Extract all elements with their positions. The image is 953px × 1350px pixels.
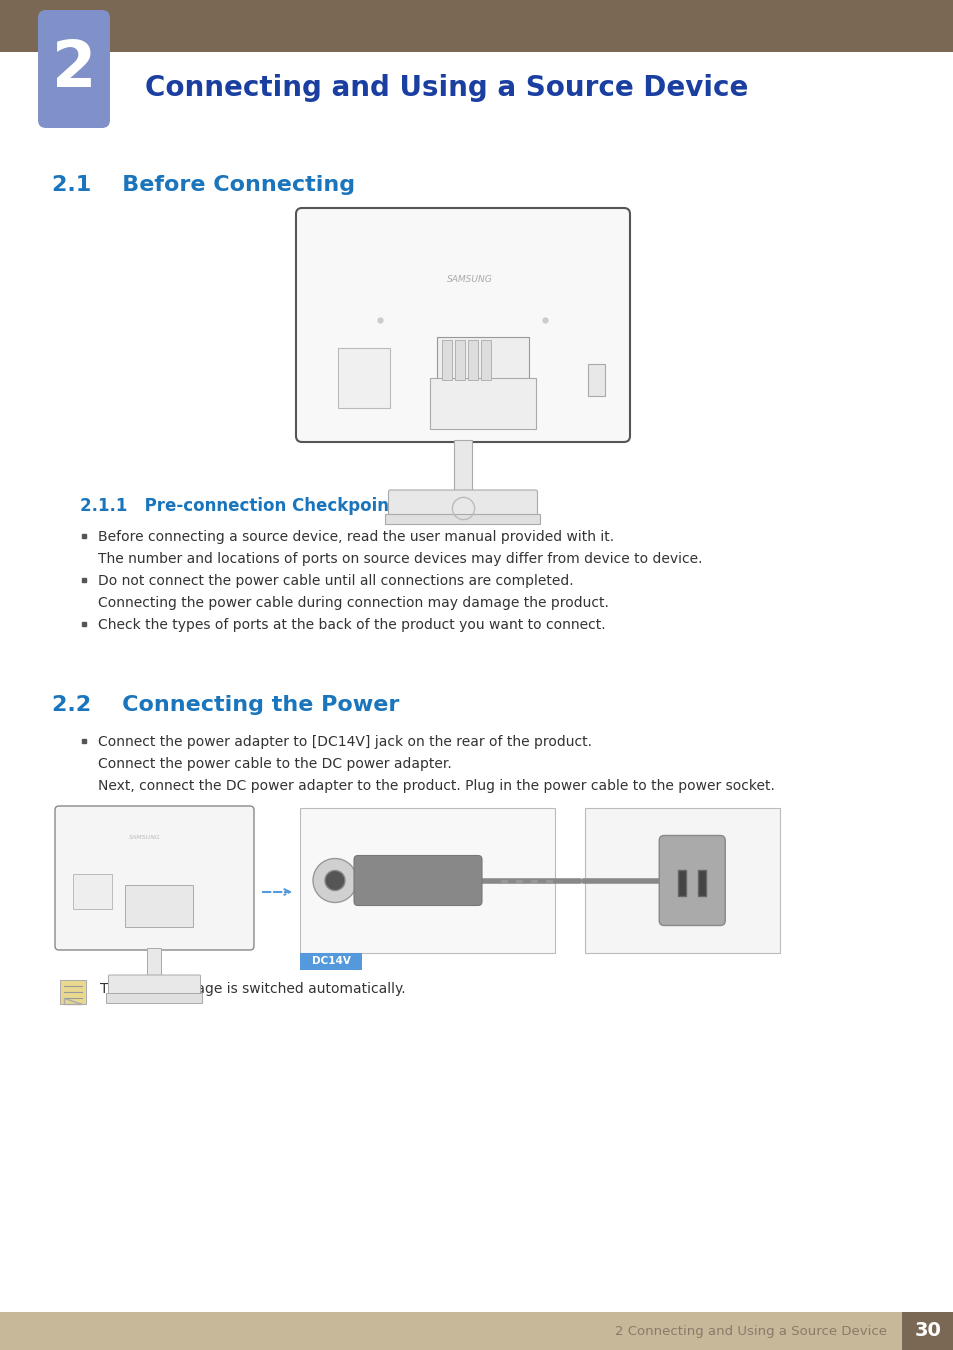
Text: Next, connect the DC power adapter to the product. Plug in the power cable to th: Next, connect the DC power adapter to th… <box>98 779 774 792</box>
Text: Connect the power cable to the DC power adapter.: Connect the power cable to the DC power … <box>98 757 452 771</box>
Bar <box>60 980 86 1004</box>
Bar <box>385 514 540 524</box>
Bar <box>467 339 477 379</box>
Bar <box>0 1312 953 1350</box>
Bar <box>455 339 464 379</box>
Bar <box>588 364 604 397</box>
Text: 2 Connecting and Using a Source Device: 2 Connecting and Using a Source Device <box>615 1324 886 1338</box>
Bar <box>901 1312 953 1350</box>
Polygon shape <box>64 998 82 1004</box>
FancyBboxPatch shape <box>55 806 253 950</box>
Text: Check the types of ports at the back of the product you want to connect.: Check the types of ports at the back of … <box>98 618 605 632</box>
Text: DC14V: DC14V <box>312 957 350 967</box>
Bar <box>0 0 953 53</box>
Text: 2: 2 <box>51 38 96 100</box>
Bar <box>299 953 361 971</box>
Bar <box>125 886 193 927</box>
Bar <box>678 869 685 895</box>
Text: Do not connect the power cable until all connections are completed.: Do not connect the power cable until all… <box>98 574 573 589</box>
Text: 30: 30 <box>914 1322 941 1341</box>
Bar <box>107 994 202 1003</box>
Text: The number and locations of ports on source devices may differ from device to de: The number and locations of ports on sou… <box>98 552 701 566</box>
Bar <box>436 336 529 382</box>
Text: Connecting the power cable during connection may damage the product.: Connecting the power cable during connec… <box>98 595 608 610</box>
Bar <box>480 339 490 379</box>
Bar <box>337 348 390 408</box>
Circle shape <box>313 859 356 903</box>
Text: The input voltage is switched automatically.: The input voltage is switched automatica… <box>100 981 405 996</box>
Bar <box>698 869 705 895</box>
FancyBboxPatch shape <box>38 9 110 128</box>
Bar <box>430 378 535 428</box>
Text: SAMSUNG: SAMSUNG <box>446 274 492 284</box>
Circle shape <box>325 871 345 891</box>
FancyBboxPatch shape <box>354 856 481 906</box>
Text: Connecting and Using a Source Device: Connecting and Using a Source Device <box>145 74 747 103</box>
FancyBboxPatch shape <box>659 836 724 926</box>
Text: SAMSUNG: SAMSUNG <box>129 834 160 840</box>
Bar <box>299 809 555 953</box>
FancyBboxPatch shape <box>388 490 537 516</box>
Bar <box>441 339 451 379</box>
Bar <box>584 809 780 953</box>
Bar <box>454 440 472 491</box>
Text: 2.1.1   Pre-connection Checkpoints: 2.1.1 Pre-connection Checkpoints <box>80 497 406 514</box>
Text: 2.1    Before Connecting: 2.1 Before Connecting <box>52 176 355 194</box>
Text: Connect the power adapter to [DC14V] jack on the rear of the product.: Connect the power adapter to [DC14V] jac… <box>98 734 592 749</box>
Bar <box>72 873 112 909</box>
Text: 2.2    Connecting the Power: 2.2 Connecting the Power <box>52 695 399 716</box>
Text: Before connecting a source device, read the user manual provided with it.: Before connecting a source device, read … <box>98 531 614 544</box>
FancyBboxPatch shape <box>109 975 200 994</box>
FancyBboxPatch shape <box>295 208 629 441</box>
Bar <box>148 948 161 976</box>
